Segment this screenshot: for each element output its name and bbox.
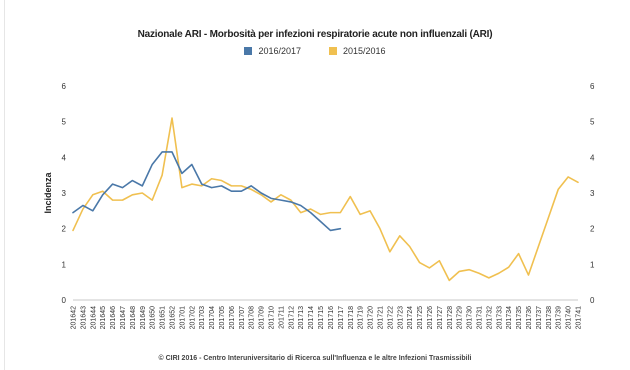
x-tick-label: 201736 xyxy=(526,306,533,329)
x-tick-label: 201642 xyxy=(71,306,78,329)
x-tick-label: 201710 xyxy=(269,306,276,329)
footer-credit: © CIRI 2016 - Centro Interuniversitario … xyxy=(158,355,472,362)
x-tick-label: 201716 xyxy=(328,306,335,329)
x-tick-label: 201717 xyxy=(338,306,345,329)
y-tick-right: 5 xyxy=(590,118,595,127)
x-tick-label: 201645 xyxy=(100,306,107,329)
legend-item-2016-2017[interactable]: 2016/2017 xyxy=(244,46,301,56)
x-tick-label: 201709 xyxy=(259,306,266,329)
x-tick-label: 201726 xyxy=(427,306,434,329)
x-tick-label: 201651 xyxy=(160,306,167,329)
x-tick-label: 201708 xyxy=(249,306,256,329)
x-tick-label: 201741 xyxy=(576,306,583,329)
y-tick-right: 0 xyxy=(590,296,595,305)
series-line-2016-2017 xyxy=(72,151,342,232)
series-line-2015-2016 xyxy=(72,117,579,282)
y-tick-right: 3 xyxy=(590,189,595,198)
x-tick-label: 201722 xyxy=(387,306,394,329)
x-tick-label: 201735 xyxy=(516,306,523,329)
x-tick-label: 201707 xyxy=(239,306,246,329)
x-tick-label: 201703 xyxy=(199,306,206,329)
x-tick-label: 201723 xyxy=(397,306,404,329)
y-tick-right: 4 xyxy=(590,153,595,162)
legend-swatch-2015-2016 xyxy=(329,47,337,55)
x-tick-label: 201720 xyxy=(368,306,375,329)
x-tick-label: 201727 xyxy=(437,306,444,329)
x-tick-label: 201648 xyxy=(130,306,137,329)
x-tick-label: 201649 xyxy=(140,306,147,329)
x-tick-label: 201705 xyxy=(219,306,226,329)
x-tick-label: 201711 xyxy=(278,306,285,329)
x-tick-label: 201729 xyxy=(457,306,464,329)
y-tick-right: 1 xyxy=(590,260,595,269)
x-tick-label: 201701 xyxy=(179,306,186,329)
x-tick-label: 201646 xyxy=(110,306,117,329)
x-tick-label: 201704 xyxy=(209,306,216,329)
x-tick-label: 201732 xyxy=(486,306,493,329)
x-tick-label: 201702 xyxy=(189,306,196,329)
legend-item-2015-2016[interactable]: 2015/2016 xyxy=(329,46,386,56)
y-tick-left: 6 xyxy=(62,82,67,91)
x-tick-label: 201718 xyxy=(348,306,355,329)
x-tick-label: 201730 xyxy=(467,306,474,329)
x-tick-label: 201725 xyxy=(417,306,424,329)
x-tick-label: 201738 xyxy=(546,306,553,329)
x-tick-label: 201734 xyxy=(506,306,513,329)
legend-swatch-2016-2017 xyxy=(244,47,253,55)
x-tick-label: 201652 xyxy=(170,306,177,329)
x-tick-label: 201713 xyxy=(298,306,305,329)
x-tick-label: 201643 xyxy=(80,306,87,329)
left-divider xyxy=(4,0,5,370)
x-tick-label: 201714 xyxy=(308,306,315,329)
x-tick-label: 201724 xyxy=(407,306,414,329)
y-tick-left: 5 xyxy=(62,118,67,127)
x-tick-label: 201719 xyxy=(358,306,365,329)
x-tick-label: 201737 xyxy=(536,306,543,329)
y-tick-left: 4 xyxy=(62,153,67,162)
x-tick-label: 201731 xyxy=(476,306,483,329)
legend-label-2016-2017: 2016/2017 xyxy=(258,46,301,56)
x-tick-label: 201712 xyxy=(288,306,295,329)
chart-title: Nazionale ARI - Morbosità per infezioni … xyxy=(137,29,493,40)
y-axis-label: Incidenza xyxy=(43,172,53,214)
x-tick-label: 201647 xyxy=(120,306,127,329)
x-tick-label: 201650 xyxy=(150,306,157,329)
y-tick-left: 1 xyxy=(62,260,67,269)
y-tick-right: 2 xyxy=(590,225,595,234)
y-tick-right: 6 xyxy=(590,82,595,91)
x-tick-label: 201740 xyxy=(566,306,573,329)
x-tick-label: 201721 xyxy=(377,306,384,329)
x-tick-label: 201733 xyxy=(496,306,503,329)
x-tick-label: 201739 xyxy=(556,306,563,329)
x-tick-label: 201644 xyxy=(90,306,97,329)
y-tick-left: 2 xyxy=(62,225,67,234)
x-tick-label: 201715 xyxy=(318,306,325,329)
x-tick-label: 201706 xyxy=(229,306,236,329)
legend-label-2015-2016: 2015/2016 xyxy=(343,46,386,56)
x-tick-label: 201728 xyxy=(447,306,454,329)
y-tick-left: 0 xyxy=(62,296,67,305)
chart-legend: 2016/2017 2015/2016 xyxy=(0,46,630,56)
y-tick-left: 3 xyxy=(62,189,67,198)
